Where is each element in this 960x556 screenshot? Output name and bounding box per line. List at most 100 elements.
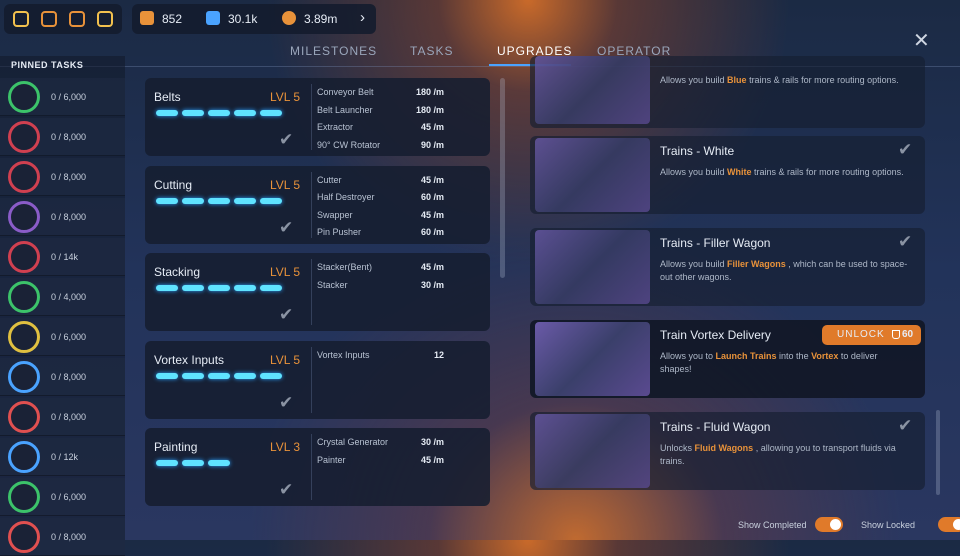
completed-check: ✔: [279, 130, 294, 149]
scrollbar[interactable]: [500, 78, 505, 278]
unlock-title: Trains - Filler Wagon: [660, 236, 771, 250]
menu-icon[interactable]: [41, 11, 57, 27]
upgrade-level: LVL 5: [269, 352, 300, 367]
stat-value: 30 /m: [420, 437, 444, 447]
resources-arrow[interactable]: ›: [360, 9, 365, 26]
task-progress: 0 / 8,000: [51, 532, 87, 542]
unlock-title: Train Vortex Delivery: [660, 328, 771, 342]
tab[interactable]: MILESTONES: [290, 44, 378, 58]
tab[interactable]: TASKS: [410, 44, 454, 58]
upgrade-name: Belts: [154, 90, 181, 104]
level-pip: [156, 460, 178, 466]
upgrade-name: Vortex Inputs: [154, 352, 225, 367]
stat-value: 45 /m: [420, 262, 444, 272]
task-progress: 0 / 14k: [51, 252, 79, 262]
stat-value: 12: [433, 349, 444, 360]
task-progress: 0 / 6,000: [51, 492, 87, 502]
stat-value: 30 /m: [420, 279, 444, 290]
task-progress: 0 / 8,000: [51, 212, 87, 222]
desc-text: trains & rails for more routing options.: [751, 167, 904, 177]
stat-label: Half Destroyer: [317, 192, 375, 202]
stat-label: 90° CW Rotator: [317, 139, 381, 150]
toggle-switch[interactable]: [938, 517, 960, 532]
task-progress: 0 / 8,000: [51, 132, 87, 142]
task-progress: 0 / 4,000: [51, 292, 87, 302]
unlock-button[interactable]: UNLOCK 60: [822, 325, 921, 345]
completed-check: ✔: [279, 480, 294, 499]
task-icon: [8, 241, 40, 273]
tab[interactable]: UPGRADES: [497, 44, 573, 58]
desc-text: Allows you to: [660, 351, 716, 361]
stat-label: Pin Pusher: [317, 227, 362, 237]
level-pip: [208, 285, 230, 291]
desc-text: , allowing you to transport fluids via t…: [660, 443, 896, 466]
upgrade-level: LVL 5: [269, 90, 300, 104]
level-pip: [234, 285, 256, 291]
stat-label: Swapper: [317, 209, 353, 220]
highlight-text: Filler Wagons: [727, 259, 786, 269]
highlight-text: Fluid Wagons: [694, 443, 754, 453]
toggle-label: Show Locked: [861, 520, 916, 530]
resource-value: 852: [162, 12, 183, 26]
level-pip: [234, 372, 256, 379]
task-icon: [8, 201, 40, 233]
highlight-text: Launch Trains: [715, 351, 777, 361]
stat-label: Cutter: [317, 174, 342, 185]
upgrade-level: LVL 5: [269, 177, 300, 192]
menu-icons[interactable]: [4, 4, 122, 34]
stat-label: Belt Launcher: [317, 104, 373, 115]
level-pip: [156, 285, 178, 291]
stat-value: 60 /m: [420, 192, 444, 202]
completed-check: ✔: [898, 140, 913, 159]
unlock-title: Trains - Fluid Wagon: [660, 420, 771, 434]
toggle-knob: [830, 519, 841, 530]
desc-text: , which can be used to space-out other w…: [660, 259, 908, 282]
level-pip: [234, 197, 256, 204]
cost-icon: [892, 330, 900, 339]
upgrade-card: [145, 340, 490, 419]
tab[interactable]: OPERATOR: [597, 44, 672, 58]
upgrade-level: LVL 3: [269, 440, 300, 454]
task-progress: 0 / 8,000: [51, 412, 87, 422]
upgrade-name: Cutting: [154, 177, 193, 192]
level-pip: [260, 110, 282, 116]
menu-icon[interactable]: [13, 11, 29, 27]
stat-value: 45 /m: [420, 454, 444, 465]
toggle-label: Show Completed: [738, 520, 807, 530]
task-progress: 0 / 6,000: [51, 92, 87, 102]
stat-label: Extractor: [317, 122, 354, 132]
resource-value: 3.89m: [304, 12, 338, 26]
highlight-text: Blue: [727, 75, 747, 85]
toggle-switch[interactable]: [815, 517, 843, 532]
cost-value: 60: [902, 329, 914, 340]
menu-icon[interactable]: [69, 11, 85, 27]
task-icon: [8, 121, 40, 153]
stat-value: 90 /m: [420, 139, 444, 150]
resource-bar: [132, 4, 376, 34]
menu-icon[interactable]: [97, 11, 113, 27]
level-pip: [208, 460, 230, 466]
stat-value: 45 /m: [420, 122, 444, 132]
task-icon: [8, 321, 40, 353]
level-pip: [156, 110, 178, 116]
level-pip: [208, 372, 230, 379]
unlock-desc: Allows you to Launch Trains into the Vor…: [660, 350, 910, 376]
upgrade-card: [145, 78, 490, 156]
task-progress: 0 / 8,000: [51, 372, 87, 382]
card-divider: [311, 346, 312, 413]
task-icon: [8, 401, 40, 433]
desc-text: Allows you build: [660, 167, 728, 177]
task-icon: [8, 281, 40, 313]
scrollbar[interactable]: [936, 410, 940, 495]
close-button[interactable]: ✕: [913, 30, 930, 52]
task-progress: 0 / 6,000: [51, 332, 87, 342]
desc-text: into the: [776, 351, 812, 361]
stat-label: Conveyor Belt: [317, 87, 374, 97]
desc-text: to deliver shapes!: [660, 351, 878, 374]
level-pip: [260, 285, 282, 291]
upgrade-name: Stacking: [154, 265, 201, 279]
task-icon: [8, 161, 40, 193]
level-pip: [260, 197, 282, 204]
unlock-image: [535, 322, 650, 396]
stat-value: 45 /m: [420, 209, 444, 220]
